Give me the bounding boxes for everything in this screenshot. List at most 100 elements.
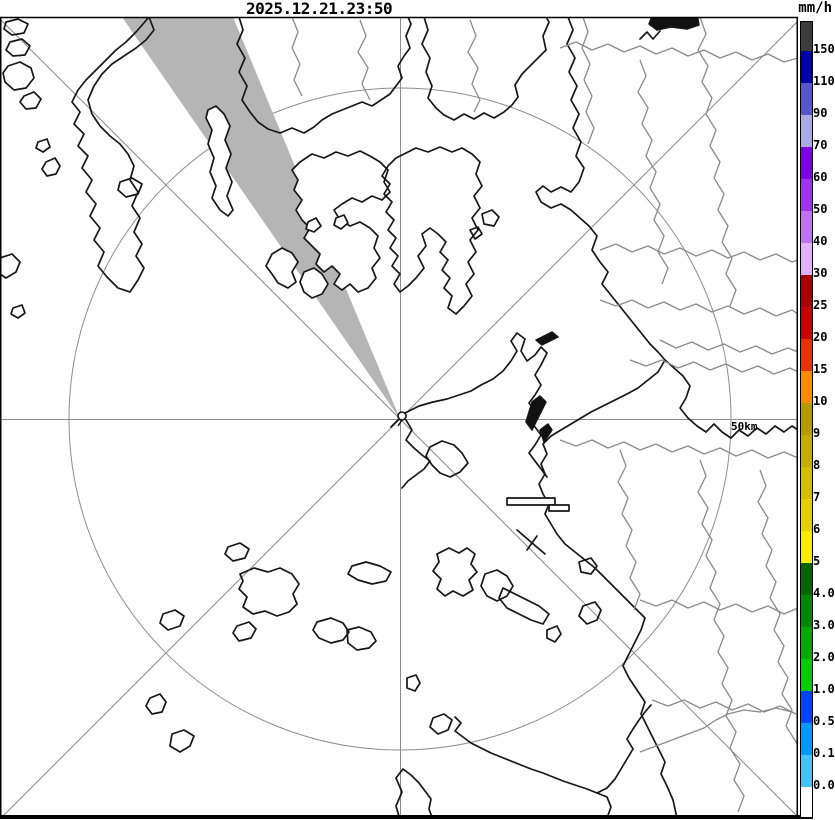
islet bbox=[546, 625, 562, 643]
map-frame bbox=[0, 16, 813, 819]
bridge-line bbox=[516, 529, 546, 555]
legend-tick-label: 20 bbox=[813, 330, 828, 344]
coastline-bottom-right bbox=[596, 704, 652, 794]
coastline-bottom-headland bbox=[395, 768, 434, 818]
islet bbox=[1, 253, 21, 279]
legend-segment bbox=[801, 243, 812, 275]
islet bbox=[480, 569, 514, 602]
timestamp: 2025.12.21.23:50 bbox=[246, 0, 393, 18]
islet bbox=[481, 209, 500, 227]
legend-segment bbox=[801, 755, 812, 787]
coastlines bbox=[1, 17, 798, 818]
legend-segment bbox=[801, 115, 812, 147]
islet bbox=[10, 304, 26, 319]
coastline-south-peninsula bbox=[401, 419, 431, 489]
legend-tick-label: 15 bbox=[813, 362, 828, 376]
coastline-fragment bbox=[639, 30, 661, 40]
islet bbox=[19, 91, 42, 110]
legend-tick-label: 5 bbox=[813, 554, 821, 568]
legend-segment bbox=[801, 371, 812, 403]
legend-segment bbox=[801, 595, 812, 627]
coastline-west-arm bbox=[71, 17, 155, 293]
legend-tick-label: 110 bbox=[813, 74, 835, 88]
coastline-top-east bbox=[421, 17, 550, 121]
islet bbox=[232, 621, 257, 642]
coastline-top-west bbox=[236, 17, 412, 134]
legend-segment bbox=[801, 51, 812, 83]
islet bbox=[224, 542, 250, 562]
legend-tick-label: 0.0 bbox=[813, 778, 835, 792]
islet bbox=[238, 567, 300, 617]
islet bbox=[346, 626, 377, 651]
legend-segment bbox=[801, 531, 812, 563]
legend-tick-label: 2.0 bbox=[813, 650, 835, 664]
legend-segment bbox=[801, 83, 812, 115]
coastline-east-channel bbox=[664, 359, 798, 439]
legend-segment bbox=[801, 659, 812, 691]
legend-segment bbox=[801, 179, 812, 211]
islet bbox=[5, 38, 31, 57]
breakwater-bar bbox=[548, 504, 570, 512]
legend-tick-label: 8 bbox=[813, 458, 821, 472]
legend-segment bbox=[801, 435, 812, 467]
islet bbox=[333, 214, 349, 230]
islet bbox=[299, 267, 329, 299]
islet bbox=[169, 729, 195, 753]
radar-site-marker bbox=[397, 411, 407, 427]
legend-tick-label: 10 bbox=[813, 394, 828, 408]
legend-color-bar bbox=[800, 21, 813, 818]
legend-tick-label: 7 bbox=[813, 490, 821, 504]
coastline-right-landmass bbox=[535, 17, 678, 818]
legend-tick-label: 0.5 bbox=[813, 714, 835, 728]
legend-tick-label: 4.0 bbox=[813, 586, 835, 600]
coastline-center-east bbox=[404, 332, 548, 478]
islet bbox=[312, 617, 350, 644]
islet bbox=[145, 693, 167, 715]
islet bbox=[3, 18, 29, 36]
legend-segment bbox=[801, 211, 812, 243]
legend-segment bbox=[801, 275, 812, 307]
legend-segment bbox=[801, 22, 812, 51]
water-body-fill bbox=[648, 17, 700, 31]
legend-segment bbox=[801, 691, 812, 723]
range-ring-label: 50km bbox=[731, 420, 758, 433]
breakwater-bar bbox=[506, 497, 556, 506]
legend-tick-label: 30 bbox=[813, 266, 828, 280]
coastline-bottom-right bbox=[454, 716, 612, 818]
harbor-detail bbox=[535, 331, 559, 346]
islet bbox=[2, 61, 35, 91]
islet bbox=[432, 547, 478, 597]
islet bbox=[469, 226, 483, 240]
legend-segment bbox=[801, 627, 812, 659]
islet bbox=[159, 609, 185, 631]
legend-segment bbox=[801, 147, 812, 179]
harbor-detail bbox=[525, 395, 547, 431]
bridge-line bbox=[526, 535, 538, 551]
legend-tick-label: 1.0 bbox=[813, 682, 835, 696]
islet bbox=[578, 601, 602, 625]
legend-tick-label: 0.1 bbox=[813, 746, 835, 760]
islet bbox=[305, 217, 322, 233]
legend-segment bbox=[801, 563, 812, 595]
islet bbox=[498, 587, 550, 625]
island-bay-east bbox=[381, 146, 483, 315]
islet bbox=[117, 177, 143, 198]
legend-tick-label: 50 bbox=[813, 202, 828, 216]
legend-tick-label: 150 bbox=[813, 42, 835, 56]
legend-segment bbox=[801, 339, 812, 371]
islet bbox=[578, 557, 598, 575]
islet bbox=[406, 674, 421, 692]
legend-tick-label: 6 bbox=[813, 522, 821, 536]
legend-segment bbox=[801, 467, 812, 499]
legend-tick-label: 25 bbox=[813, 298, 828, 312]
legend-segment bbox=[801, 723, 812, 755]
coastline-narrow-peninsula bbox=[205, 105, 234, 217]
legend-segment bbox=[801, 307, 812, 339]
islet bbox=[425, 440, 469, 478]
islet bbox=[429, 713, 453, 735]
legend-segment bbox=[801, 403, 812, 435]
islet bbox=[41, 157, 61, 177]
admin-boundaries bbox=[291, 17, 798, 813]
legend-tick-label: 90 bbox=[813, 106, 828, 120]
